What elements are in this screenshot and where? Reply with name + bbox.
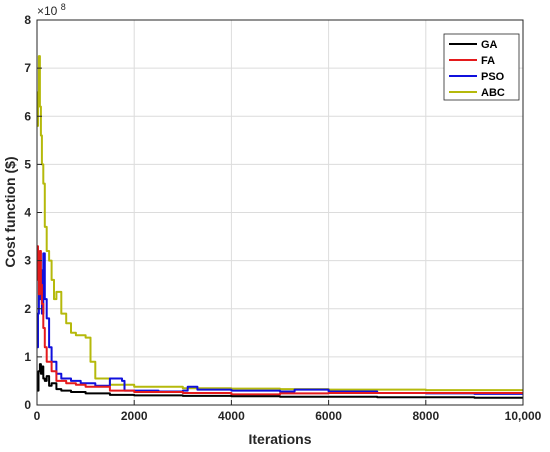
x-tick-label: 0 — [34, 409, 41, 423]
y-tick-label: 2 — [24, 302, 31, 316]
x-tick-label: 8000 — [412, 409, 439, 423]
y-tick-label: 0 — [24, 398, 31, 412]
x-tick-label: 10,000 — [505, 409, 542, 423]
y-axis: 0 1 2 3 4 5 6 7 8 — [24, 13, 42, 412]
y-tick-label: 7 — [24, 61, 31, 75]
y-tick-label: 3 — [24, 254, 31, 268]
y-tick-label: 8 — [24, 13, 31, 27]
y-axis-label: Cost function ($) — [2, 156, 18, 267]
series-line-fa — [37, 245, 523, 396]
y-multiplier-base: ×10 — [37, 4, 58, 18]
series-lines — [37, 55, 523, 399]
series-line-pso — [37, 252, 523, 395]
x-axis-label: Iterations — [248, 431, 311, 447]
y-tick-label: 1 — [24, 350, 31, 364]
series-line-ga — [37, 363, 523, 399]
y-multiplier: ×10 8 — [37, 2, 66, 18]
x-tick-label: 6000 — [315, 409, 342, 423]
x-axis: 0 2000 4000 6000 8000 10,000 — [34, 400, 542, 423]
legend-label-abc: ABC — [481, 87, 505, 99]
x-tick-label: 2000 — [121, 409, 148, 423]
legend-label-pso: PSO — [481, 71, 505, 83]
y-multiplier-exponent: 8 — [61, 2, 66, 12]
x-tick-label: 4000 — [218, 409, 245, 423]
legend-label-ga: GA — [481, 39, 498, 51]
legend: GA FA PSO ABC — [443, 33, 520, 101]
y-tick-label: 5 — [24, 157, 31, 171]
y-tick-label: 6 — [24, 109, 31, 123]
grid-lines — [37, 20, 523, 405]
legend-label-fa: FA — [481, 55, 495, 67]
y-tick-label: 4 — [24, 206, 31, 220]
series-line-abc — [37, 55, 523, 392]
